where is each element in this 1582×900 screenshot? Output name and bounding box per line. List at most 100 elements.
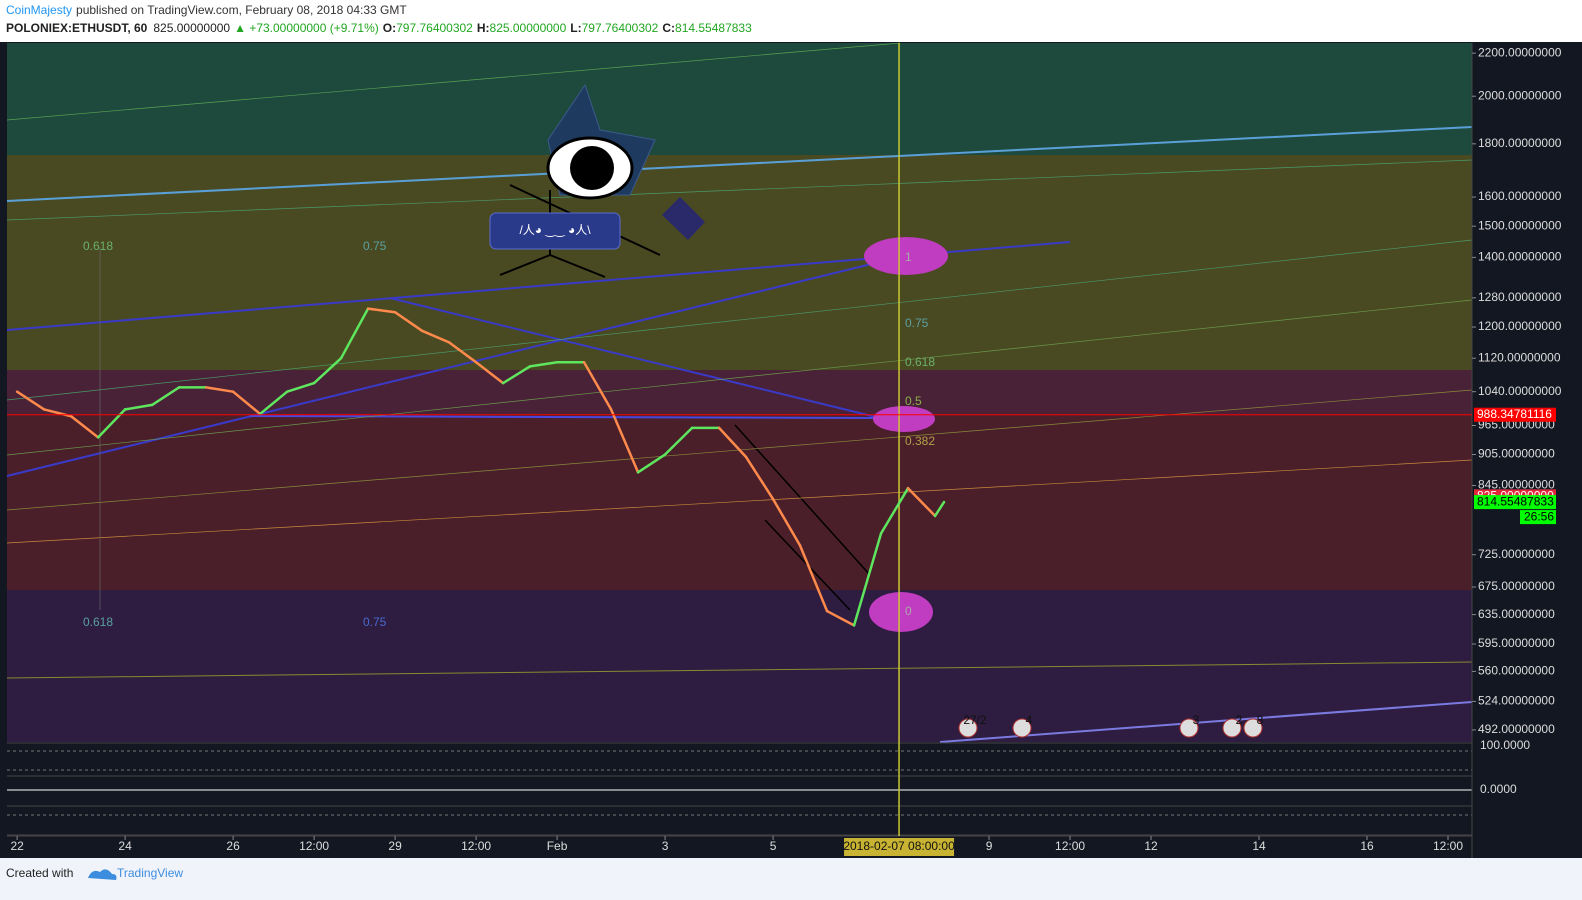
footer-bg <box>0 858 1582 900</box>
fib-label: 0.5 <box>905 394 922 408</box>
trend-line <box>734 424 871 576</box>
y-tick-label: 905.00000000 <box>1478 447 1555 461</box>
gavel <box>662 197 705 240</box>
fib-label: 0.75 <box>905 316 929 330</box>
price-segment <box>771 497 802 547</box>
event-label: 27/2 <box>963 713 987 727</box>
fib-label: 1 <box>905 250 912 264</box>
price-segment <box>474 361 505 385</box>
x-tick-label: 29 <box>388 839 402 853</box>
y-tick-label: 845.00000000 <box>1478 478 1555 492</box>
brand[interactable]: TradingView <box>117 866 183 880</box>
price-segment <box>339 307 370 360</box>
trend-line <box>389 297 881 419</box>
event-flag <box>958 718 978 738</box>
price-segment <box>825 609 856 627</box>
y-tick-label: 1120.00000000 <box>1478 350 1561 364</box>
x-tick-label: Feb <box>547 839 568 853</box>
y-tick-label: 1800.00000000 <box>1478 136 1562 150</box>
x-tick-label: 3 <box>662 839 669 853</box>
author[interactable]: CoinMajesty <box>6 3 72 17</box>
y-tick-label: 635.00000000 <box>1478 607 1555 621</box>
fib-label: 0.618 <box>905 355 935 369</box>
price-segment <box>501 365 532 385</box>
price-segment <box>447 341 478 364</box>
price-segment <box>636 453 667 474</box>
change: ▲ +73.00000000 (+9.71%) <box>234 21 379 35</box>
x-tick-label: 16 <box>1360 839 1374 853</box>
o-label: O: <box>383 21 396 35</box>
zone <box>7 590 1472 742</box>
published: published on TradingView.com, February 0… <box>76 3 407 17</box>
fib-label: 0.618 <box>83 615 113 629</box>
countdown-bg <box>1520 510 1556 525</box>
y-tick-label: 1400.00000000 <box>1478 250 1562 264</box>
x-tick-label: 24 <box>118 839 132 853</box>
y-tick-label: 595.00000000 <box>1478 636 1555 650</box>
fan-line <box>6 239 1473 401</box>
indicator-tick: 100.0000 <box>1480 738 1530 752</box>
ellipse <box>869 592 933 632</box>
price-segment <box>393 310 424 333</box>
crosshair-label-bg <box>844 838 955 856</box>
fib-label: 0.382 <box>905 434 935 448</box>
price-segment <box>528 361 559 368</box>
price-marker <box>1474 407 1556 422</box>
y-tick-label: 1600.00000000 <box>1478 189 1562 203</box>
l: 797.76400302 <box>582 21 659 35</box>
price-segment <box>663 426 694 456</box>
indicator-tick: 0.0000 <box>1480 782 1517 796</box>
y-tick-label: 2000.00000000 <box>1478 88 1562 102</box>
price-segment <box>366 307 397 314</box>
h: 825.00000000 <box>490 21 567 35</box>
y-tick-label: 725.00000000 <box>1478 547 1555 561</box>
trend-line <box>6 661 1473 679</box>
trend-line <box>249 415 881 419</box>
trend-line <box>939 701 1473 743</box>
fan-line <box>6 299 1473 456</box>
header-bg <box>0 0 1582 42</box>
fib-label: 0.75 <box>363 239 387 253</box>
x-tick-label: 9 <box>986 839 993 853</box>
l-label: L: <box>570 21 581 35</box>
price-segment <box>717 426 748 459</box>
stick <box>549 254 606 278</box>
y-tick-label: 1040.00000000 <box>1478 384 1562 398</box>
price-segment <box>285 381 316 393</box>
price-marker <box>1474 495 1556 510</box>
price-segment <box>96 408 127 439</box>
event-label: 4 <box>1026 713 1033 727</box>
stick <box>499 254 551 276</box>
o: 797.76400302 <box>396 21 473 35</box>
event-flag <box>1243 718 1263 738</box>
price-segment <box>420 329 451 344</box>
x-tick-label: 12:00 <box>1055 839 1085 853</box>
price-segment <box>879 486 910 535</box>
x-tick-label: 22 <box>10 839 24 853</box>
x-tick-label: 14 <box>1252 839 1266 853</box>
price-segment <box>933 500 946 518</box>
event-label: 8 <box>1257 713 1264 727</box>
y-tick-label: 1200.00000000 <box>1478 319 1562 333</box>
header-line: CoinMajesty published on TradingView.com,… <box>6 3 407 17</box>
drawings <box>6 42 1473 743</box>
price-segment <box>906 486 937 518</box>
pupil <box>570 146 614 190</box>
price-segment <box>123 403 154 411</box>
y-tick-label: 1280.00000000 <box>1478 290 1562 304</box>
price-segment <box>231 390 262 416</box>
fan-line <box>6 159 1473 221</box>
crosshair-label: 2018-02-07 08:00:00 <box>843 839 955 853</box>
c: 814.55487833 <box>675 21 752 35</box>
event-flag <box>1179 718 1199 738</box>
fib-label: 0.618 <box>83 239 113 253</box>
event-flag <box>1012 718 1032 738</box>
ohlc-line: POLONIEX:ETHUSDT, 60 825.00000000 ▲ +73.00… <box>6 21 752 35</box>
x-tick-label: 5 <box>770 839 777 853</box>
y-tick-label: 524.00000000 <box>1478 694 1555 708</box>
trend-line <box>6 126 1473 202</box>
zone <box>7 155 1472 370</box>
y-tick-label: 1500.00000000 <box>1478 218 1562 232</box>
speech-box <box>489 212 621 250</box>
zone <box>7 415 1472 590</box>
